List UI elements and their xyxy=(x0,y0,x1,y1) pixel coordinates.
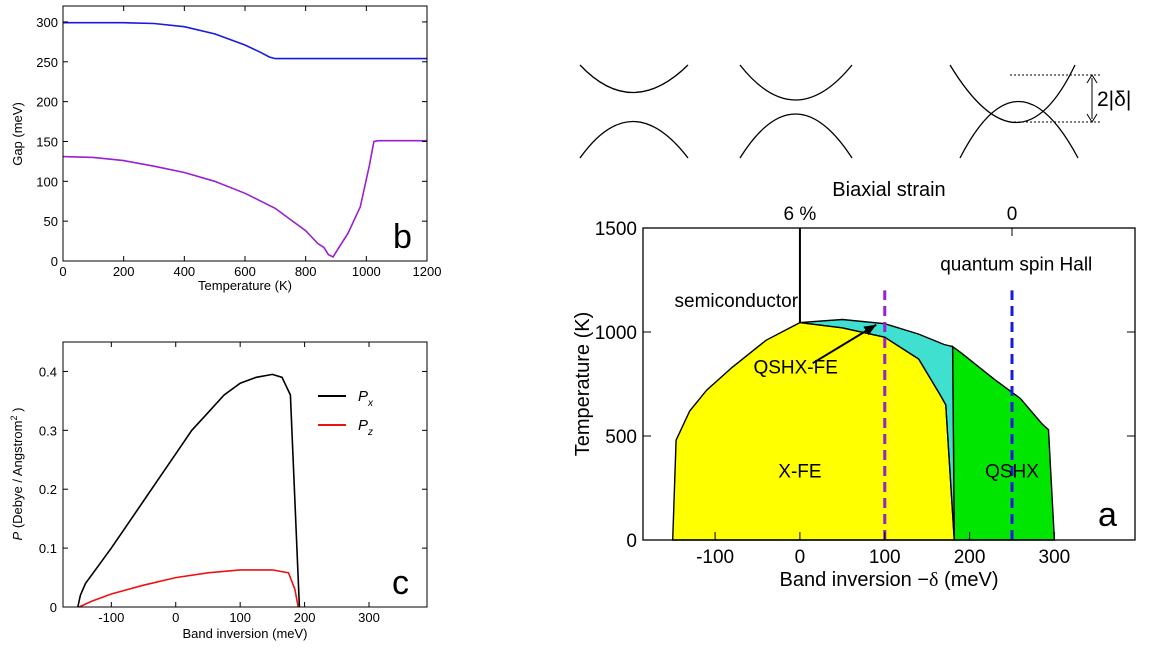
chart-b-xtick-label: 0 xyxy=(59,264,66,279)
phase-label: quantum spin Hall xyxy=(940,255,1092,276)
delta-arrowhead-down xyxy=(1086,113,1098,123)
chart-a-xtick-label: 100 xyxy=(869,547,901,568)
chart-b-ytick-label: 0 xyxy=(51,254,58,269)
band-gapped-conduction xyxy=(579,64,689,94)
chart-c-xlabel: Band inversion (meV) xyxy=(183,626,308,641)
band-critical-conduction xyxy=(739,64,853,101)
chart-a-ylabel: Temperature (K) xyxy=(572,312,594,457)
qshx-fe-arrow xyxy=(812,323,877,365)
chart-a-xlabel: Band inversion −δ (meV) xyxy=(780,569,999,591)
chart-b-ytick-label: 50 xyxy=(44,214,58,229)
chart-b-panel-letter: b xyxy=(393,218,412,256)
delta-arrowhead-up xyxy=(1086,74,1098,84)
chart-c-xtick-label: 200 xyxy=(294,610,316,625)
chart-a-top-tick-label: 0 xyxy=(1007,204,1018,225)
band-gapped-valence xyxy=(579,121,689,159)
chart-b-ytick-label: 150 xyxy=(36,134,58,149)
chart-b-ytick-label: 300 xyxy=(36,15,58,30)
chart-b-series-line-1 xyxy=(62,139,427,259)
chart-a-xlabel-post: (meV) xyxy=(938,569,998,591)
chart-a-xlabel-pre: Band inversion − xyxy=(780,569,930,591)
chart-c-legend-label-0: Px xyxy=(358,388,374,409)
chart-a-ytick-label: 1000 xyxy=(595,323,637,344)
qshx-fe-arrowhead xyxy=(863,324,877,336)
chart-b-xtick-label: 1200 xyxy=(413,264,442,279)
chart-b-ytick-label: 250 xyxy=(36,55,58,70)
phase-label: X-FE xyxy=(778,462,821,483)
chart-b-xtick-label: 800 xyxy=(295,264,317,279)
chart-c-xtick-label: -100 xyxy=(98,610,124,625)
band-critical-valence xyxy=(739,113,853,159)
chart-a-xtick-label: 0 xyxy=(795,547,806,568)
phase-label: QSHX-FE xyxy=(753,358,837,379)
chart-c-ytick-label: 0.2 xyxy=(39,482,57,497)
delta-label: 2|δ| xyxy=(1097,88,1131,111)
chart-a-frame xyxy=(642,227,1136,541)
chart-a-panel-letter: a xyxy=(1098,496,1117,534)
chart-c-ytick-label: 0.4 xyxy=(39,364,57,379)
chart-b-xtick-label: 400 xyxy=(173,264,195,279)
chart-a-xtick-label: -100 xyxy=(696,547,734,568)
chart-c-ylabel-sup: 2 xyxy=(9,415,19,420)
chart-a-ytick-label: 0 xyxy=(626,531,637,552)
chart-c-ylabel-italic: P xyxy=(10,531,25,540)
chart-c-ylabel-end: ) xyxy=(10,408,25,416)
chart-b-ytick-label: 200 xyxy=(36,95,58,110)
chart-b-xtick-label: 600 xyxy=(234,264,256,279)
chart-a-top-axis-label: Biaxial strain xyxy=(832,179,945,201)
band-inverted-conduction xyxy=(949,64,1076,123)
chart-a-xlabel-delta: δ xyxy=(929,569,938,591)
chart-b-series-line-0 xyxy=(63,21,427,60)
phase-label: QSHX xyxy=(985,462,1039,483)
chart-a-ytick-label: 500 xyxy=(605,427,637,448)
band-inverted-valence xyxy=(959,101,1079,159)
chart-c-legend-label-1: Pz xyxy=(358,417,373,438)
chart-a-top-tick-label: 6 % xyxy=(784,204,817,225)
chart-b-ytick-label: 100 xyxy=(36,174,58,189)
chart-c-series-line-1 xyxy=(78,569,299,608)
chart-c-panel-letter: c xyxy=(392,564,409,602)
chart-b-ylabel: Gap (meV) xyxy=(10,102,25,166)
chart-b-xtick-label: 1000 xyxy=(352,264,381,279)
chart-c-ylabel-rest: (Debye / Angstrom xyxy=(10,421,25,532)
chart-c-xtick-label: 0 xyxy=(172,610,179,625)
chart-c-xtick-label: 100 xyxy=(229,610,251,625)
chart-c-ylabel: P (Debye / Angstrom2 ) xyxy=(9,408,25,541)
chart-c-ytick-label: 0.3 xyxy=(39,423,57,438)
chart-b-xtick-label: 200 xyxy=(113,264,135,279)
chart-c-xtick-label: 300 xyxy=(358,610,380,625)
chart-a-xtick-label: 300 xyxy=(1039,547,1071,568)
chart-c-ytick-label: 0 xyxy=(50,600,57,615)
phase-label: semiconductor xyxy=(675,291,799,312)
chart-b-xlabel: Temperature (K) xyxy=(198,278,292,293)
chart-a-xtick-label: 200 xyxy=(954,547,986,568)
chart-c-ytick-label: 0.1 xyxy=(39,541,57,556)
chart-a-ytick-label: 1500 xyxy=(595,219,637,240)
chart-c-frame xyxy=(62,341,428,608)
chart-c-series-line-0 xyxy=(77,373,301,608)
phase-region-qshx xyxy=(951,345,1056,541)
